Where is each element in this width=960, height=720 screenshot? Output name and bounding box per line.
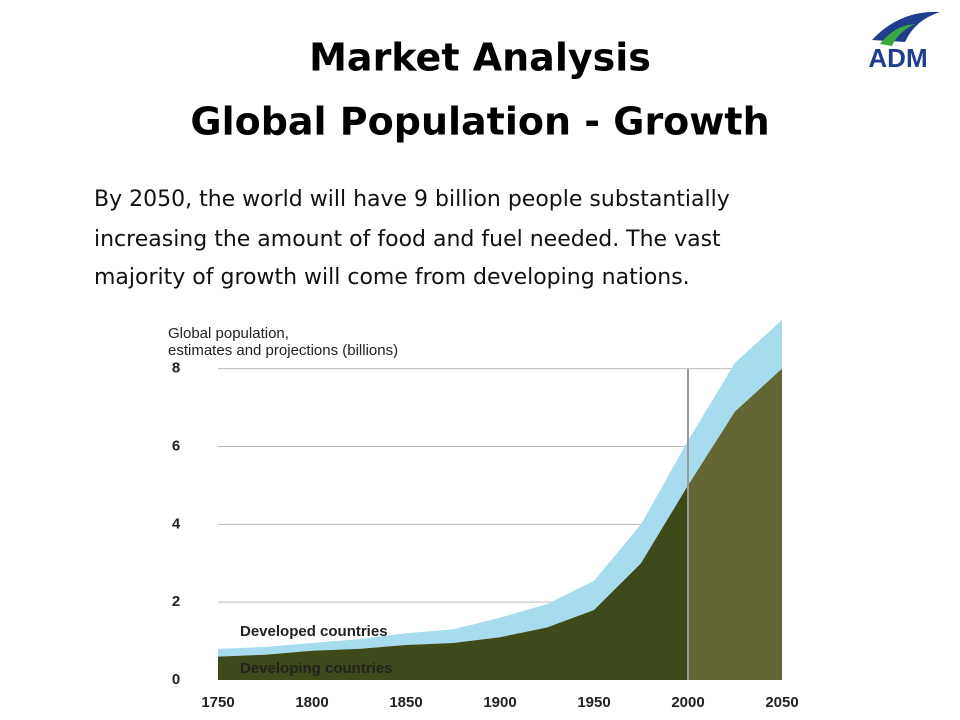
- area-developing: [218, 485, 688, 680]
- body-text: majority of growth will come from develo…: [94, 265, 690, 290]
- y-tick-label: 0: [172, 671, 180, 688]
- x-tick-label: 1750: [201, 694, 234, 711]
- chart-title: estimates and projections (billions): [168, 342, 398, 359]
- series-label: Developed countries: [240, 623, 388, 640]
- y-tick-label: 8: [172, 360, 180, 377]
- x-tick-label: 1950: [577, 694, 610, 711]
- x-tick-label: 2000: [671, 694, 704, 711]
- y-tick-label: 4: [172, 515, 181, 532]
- chart-title: Global population,: [168, 325, 289, 342]
- title: Market Analysis: [309, 36, 651, 80]
- body-text: increasing the amount of food and fuel n…: [94, 227, 721, 252]
- y-tick-label: 6: [172, 437, 180, 454]
- logo: ADM: [868, 11, 940, 73]
- logo-leaf: [880, 24, 915, 46]
- x-tick-label: 2050: [765, 694, 798, 711]
- area-developed: [218, 320, 782, 657]
- x-tick-label: 1900: [483, 694, 516, 711]
- area-developing-projection: [688, 368, 782, 680]
- logo-text: ADM: [868, 43, 927, 73]
- title: Global Population - Growth: [190, 100, 769, 144]
- x-tick-label: 1850: [389, 694, 422, 711]
- y-tick-label: 2: [172, 593, 180, 610]
- body-text: By 2050, the world will have 9 billion p…: [94, 187, 730, 212]
- x-tick-label: 1800: [295, 694, 328, 711]
- series-label: Developing countries: [240, 660, 393, 677]
